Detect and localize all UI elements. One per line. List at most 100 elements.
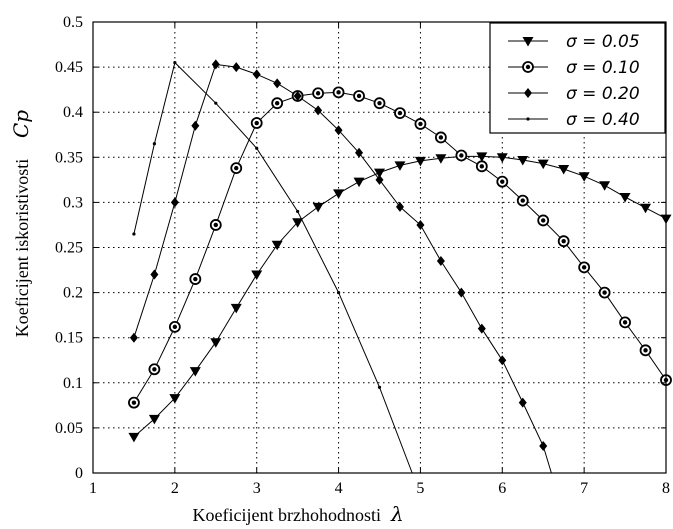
dot-marker [377,385,382,389]
triangle-marker [414,156,426,167]
circle-marker-center [254,120,259,126]
plus-marker [150,269,159,280]
circle-marker-center [213,222,218,228]
legend-entry-label: σ = 0.05 [566,32,640,52]
circle-marker-center [377,100,382,106]
triangle-marker [292,218,304,228]
triangle-marker [189,367,201,377]
x-tick-label: 2 [171,480,179,497]
x-axis-symbol: λ [390,502,404,526]
circle-marker-center [459,153,464,158]
triangle-marker [619,192,631,203]
triangle-marker [312,202,324,213]
dot-marker [214,101,218,105]
triangle-marker [271,240,283,251]
legend-entry-label: σ = 0.40 [566,110,640,130]
x-tick-label: 4 [335,480,343,497]
dot-marker [526,117,530,121]
legend-entry-label: σ = 0.20 [566,84,640,104]
y-axis-symbol: Cp [9,110,33,138]
triangle-marker [435,154,447,164]
y-tick-label: 0.15 [55,330,83,347]
series-markers [128,59,672,451]
plus-marker [273,78,282,89]
plus-marker [211,59,220,70]
triangle-marker [578,172,590,182]
circle-marker-center [172,324,178,330]
triangle-marker [374,168,385,179]
plus-marker [314,105,323,116]
circle-marker-center [193,276,198,282]
x-tick-label: 1 [89,480,97,497]
triangle-marker [394,161,406,171]
plus-marker [539,440,548,451]
plus-marker [416,219,425,230]
triangle-marker [210,338,222,348]
dot-marker [255,146,259,150]
plus-marker [518,397,527,408]
y-tick-label: 0.05 [55,420,83,437]
plus-marker [170,197,179,208]
circle-marker-center [418,121,423,127]
circle-marker-center [479,164,485,169]
triangle-marker [333,189,345,199]
y-tick-label: 0.45 [55,59,83,76]
y-tick-label: 0.3 [63,194,83,211]
circle-marker-center [581,265,587,270]
circle-marker-center [356,93,362,99]
circle-marker-center [336,90,341,95]
triangle-marker [169,394,181,404]
plus-marker [436,256,445,267]
x-tick-labels: 1 2 3 4 5 6 7 8 [89,480,670,497]
y-tick-labels: 0 0.05 0.1 0.15 0.2 0.25 0.3 0.35 0.4 0.45 0.5 [55,14,83,482]
x-tick-label: 7 [580,480,588,497]
y-tick-label: 0.2 [63,285,83,302]
y-tick-label: 0.35 [55,149,83,166]
plus-marker [355,147,364,158]
x-tick-label: 3 [253,480,261,497]
plus-marker [252,69,261,80]
legend-entry-label: σ = 0.10 [566,58,640,78]
plus-marker [524,88,532,98]
triangle-marker [522,37,534,47]
triangle-marker [148,414,160,425]
triangle-marker [230,303,242,314]
circle-marker-center [397,110,403,116]
x-tick-label: 8 [662,480,670,497]
dot-marker [132,232,136,236]
triangle-marker [640,203,652,214]
y-tick-label: 0.4 [63,104,83,121]
plus-marker [457,287,466,298]
triangle-marker [537,159,549,170]
plus-marker [395,201,404,212]
dot-marker [336,291,341,295]
circle-marker-center [520,198,525,203]
circle-marker-center [622,320,628,325]
plus-marker [232,62,241,73]
x-axis-label: Koeficijent brzhohodnosti [193,505,381,525]
circle-marker-center [315,91,321,96]
plus-marker [477,323,486,334]
dot-marker [152,142,156,146]
circle-marker-center [234,165,239,171]
circle-marker-center [438,135,444,140]
plus-marker [498,355,507,366]
y-tick-label: 0 [75,465,83,482]
plus-marker [129,332,138,343]
circle-marker-center [131,400,137,405]
y-tick-label: 0.1 [63,375,83,392]
plus-marker [191,120,200,131]
series-line [133,63,552,474]
circle-marker-center [541,218,546,223]
legend-items: σ = 0.05 σ = 0.10 σ = 0.20 σ = 0.40 [508,32,640,130]
circle-marker-center [274,100,280,106]
triangle-marker [496,153,508,163]
dot-marker [173,60,177,65]
x-tick-label: 5 [416,480,424,497]
y-axis-label: Koeficijent iskoristivosti [12,159,32,337]
y-tick-label: 0.25 [55,240,83,257]
circle-marker-center [602,290,607,295]
x-tick-label: 6 [498,480,506,497]
triangle-marker [251,270,263,281]
